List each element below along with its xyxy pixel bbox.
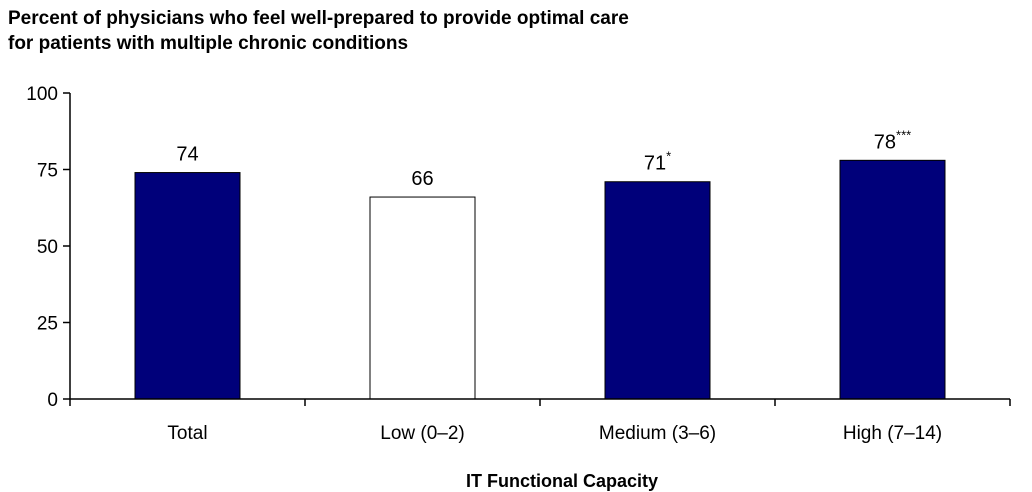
y-axis: 0 25 50 75 100: [26, 84, 71, 411]
bar: [369, 196, 476, 400]
y-tick-label: 25: [37, 314, 58, 335]
significance-mark: *: [666, 149, 671, 164]
y-tick-label: 50: [37, 237, 58, 258]
data-label: 66: [411, 168, 433, 190]
chart-title: Percent of physicians who feel well-prep…: [8, 6, 1008, 56]
y-tick-label: 100: [26, 84, 58, 105]
data-label-value: 66: [411, 168, 433, 190]
x-axis-title: IT Functional Capacity: [466, 471, 658, 491]
x-tick-label: Low (0–2): [380, 423, 465, 444]
significance-mark: ***: [896, 127, 911, 142]
data-label-value: 78: [874, 131, 896, 153]
y-tick-label: 75: [37, 161, 58, 182]
x-tick-label: High (7–14): [843, 423, 942, 444]
x-tick-label: Total: [167, 423, 207, 444]
data-label-value: 71: [644, 153, 666, 175]
data-label: 71*: [644, 149, 671, 175]
bars: 74 66 71* 78***: [134, 127, 946, 400]
y-tick-label: 0: [47, 390, 58, 411]
bar: [839, 159, 946, 400]
chart-title-line-1: Percent of physicians who feel well-prep…: [8, 8, 629, 29]
x-axis: Total Low (0–2) Medium (3–6) High (7–14): [69, 398, 1011, 444]
bar: [134, 172, 241, 400]
data-label: 78***: [874, 127, 911, 153]
x-tick-label: Medium (3–6): [599, 423, 716, 444]
data-label-value: 74: [176, 144, 198, 166]
bar: [604, 181, 711, 400]
data-label: 74: [176, 144, 198, 166]
chart-title-line-2: for patients with multiple chronic condi…: [8, 33, 409, 54]
